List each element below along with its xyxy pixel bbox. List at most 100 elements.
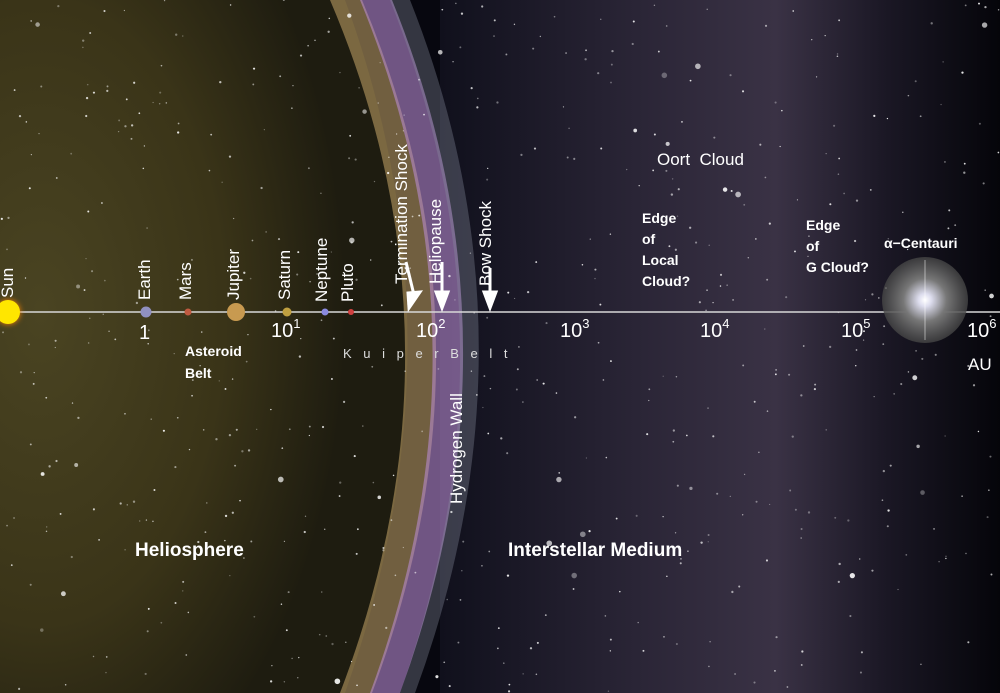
star [719,285,722,287]
star [838,157,841,160]
star [813,388,816,391]
star [191,379,194,382]
star [989,315,992,318]
star [187,611,190,614]
star [159,91,162,94]
star [174,466,177,469]
label-sun: Sun [0,267,17,298]
star [967,641,970,644]
star [300,338,302,340]
star [279,75,282,78]
star [594,277,596,280]
star [350,660,353,663]
star [130,137,133,140]
star [712,435,715,438]
star [455,2,457,5]
star [729,74,732,77]
star [930,22,933,25]
star [520,153,523,157]
star [615,517,618,520]
star [807,255,809,257]
star [388,156,390,158]
label-termination-shock: Termination Shock [392,144,411,284]
star [800,664,803,666]
star [135,301,139,305]
star [354,158,357,161]
star [571,572,577,579]
star [657,50,660,53]
star [30,154,32,156]
star [483,375,486,377]
star [988,489,990,492]
star [76,284,81,289]
star [160,621,163,624]
star [353,455,356,458]
star [437,49,443,55]
star [143,145,146,147]
star [882,469,885,473]
star [886,117,889,120]
star [138,112,141,115]
star [944,161,946,163]
star [55,459,58,463]
star [182,590,184,592]
star [117,131,120,133]
star [476,394,478,396]
star [351,221,354,224]
star [348,157,351,160]
star [334,678,341,685]
star [83,289,86,291]
star [779,145,781,148]
star [380,304,383,307]
star [377,495,382,500]
star [460,12,464,15]
star [435,675,439,679]
star [455,414,457,417]
star [362,109,367,114]
star [967,364,970,368]
star [791,435,794,438]
star [158,103,161,105]
star [356,684,358,687]
star [13,517,15,519]
star [219,80,222,84]
star [585,457,588,459]
star [965,552,967,555]
star [382,546,385,550]
star [146,227,148,229]
star [743,473,746,476]
star [837,173,840,175]
star [533,147,537,150]
star [775,369,777,371]
star [633,128,638,133]
star [281,447,284,449]
star [339,481,342,484]
star [476,97,479,100]
star [555,392,558,394]
star [10,564,13,566]
star [527,549,531,552]
star [887,237,890,240]
star [7,216,10,220]
star [386,171,390,175]
label-saturn: Saturn [275,249,294,300]
earth [140,306,152,318]
star [345,641,347,643]
star [676,484,679,487]
star [19,371,23,374]
star [89,317,91,319]
star [190,258,193,261]
star [792,10,795,12]
star [743,203,746,206]
star [934,353,937,356]
star [609,233,612,235]
star [963,162,966,165]
star [883,325,886,328]
star [2,331,4,334]
star [64,684,67,686]
star [755,238,757,240]
star [253,615,256,618]
star [256,428,258,430]
star [92,91,96,94]
star [35,22,40,27]
